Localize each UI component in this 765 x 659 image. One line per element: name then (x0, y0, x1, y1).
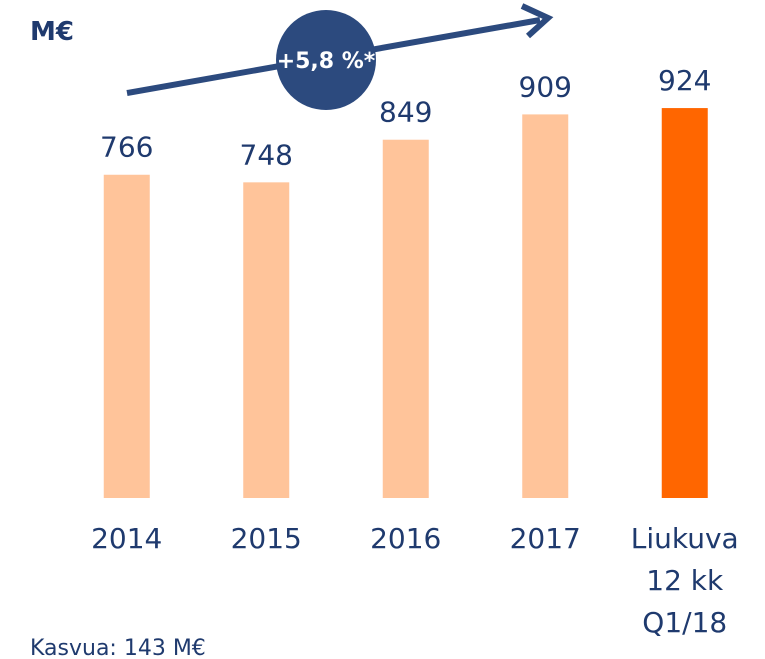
x-tick-label: 2016 (370, 522, 442, 555)
value-label: 924 (658, 64, 711, 97)
value-label: 766 (100, 131, 153, 164)
growth-label: +5,8 %* (277, 49, 376, 74)
bar (661, 108, 708, 499)
bar (522, 114, 569, 498)
value-label: 748 (240, 138, 293, 171)
x-tick-label: Liukuva 12 kk Q1/18 (630, 522, 739, 639)
unit-label: M€ (30, 17, 74, 47)
growth-badge (276, 10, 376, 110)
bar (382, 139, 429, 499)
x-tick-label: 2015 (230, 522, 302, 555)
value-label: 849 (379, 96, 432, 129)
footnote: Kasvua: 143 M€ (30, 636, 206, 659)
x-tick-label: 2017 (509, 522, 581, 555)
bar (243, 182, 290, 498)
value-label: 909 (519, 70, 572, 103)
bar (103, 174, 150, 499)
x-tick-label: 2014 (91, 522, 163, 555)
arrow-head (520, 3, 554, 39)
